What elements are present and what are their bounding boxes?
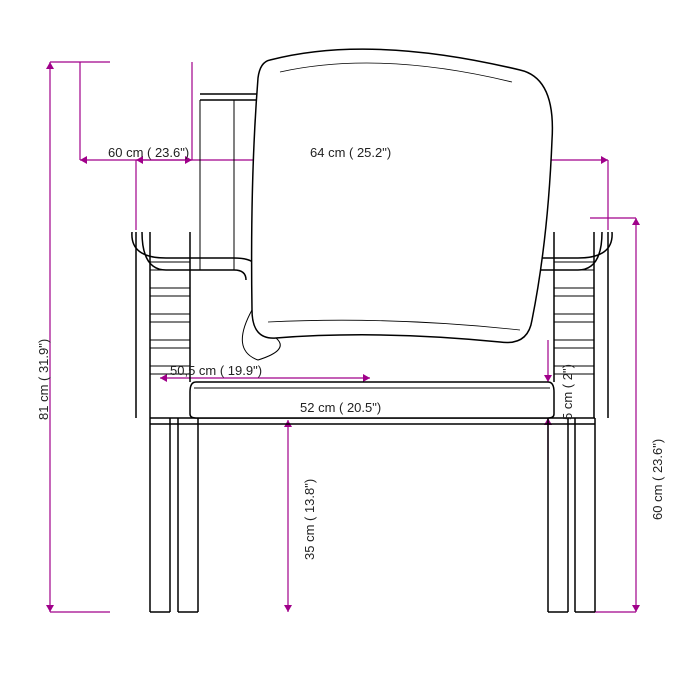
chair-drawing <box>0 0 700 700</box>
dim-label-height-arm: 60 cm ( 23.6") <box>650 439 665 520</box>
dim-label-seat-height: 35 cm ( 13.8") <box>302 479 317 560</box>
diagram-stage: 64 cm ( 25.2") 60 cm ( 23.6") 50,5 cm ( 19… <box>0 0 700 700</box>
dim-label-seat-depth: 50,5 cm ( 19.9") <box>170 363 262 378</box>
dim-label-cushion-h: 5 cm ( 2") <box>560 364 575 420</box>
dim-label-height-total: 81 cm ( 31.9") <box>36 339 51 420</box>
dim-label-shoulder: 60 cm ( 23.6") <box>108 145 189 160</box>
dim-label-top-width: 64 cm ( 25.2") <box>310 145 391 160</box>
dim-label-seat-width: 52 cm ( 20.5") <box>300 400 381 415</box>
